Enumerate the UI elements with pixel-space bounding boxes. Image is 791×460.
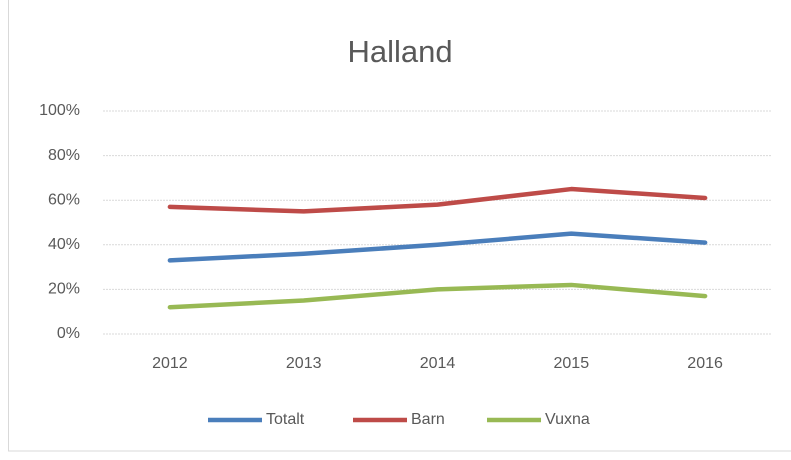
- x-tick-label: 2012: [152, 355, 188, 372]
- x-tick-label: 2015: [554, 355, 590, 372]
- x-tick-label: 2016: [687, 355, 723, 372]
- y-tick-label: 60%: [48, 191, 80, 208]
- y-tick-label: 40%: [48, 236, 80, 253]
- legend-label: Totalt: [266, 411, 305, 428]
- y-tick-label: 20%: [48, 281, 80, 298]
- y-tick-label: 0%: [57, 325, 80, 342]
- x-tick-label: 2013: [286, 355, 322, 372]
- y-tick-label: 100%: [39, 102, 80, 119]
- x-tick-label: 2014: [420, 355, 456, 372]
- chart-title: Halland: [347, 34, 452, 69]
- y-tick-label: 80%: [48, 147, 80, 164]
- legend-label: Vuxna: [545, 411, 590, 428]
- legend-label: Barn: [411, 411, 445, 428]
